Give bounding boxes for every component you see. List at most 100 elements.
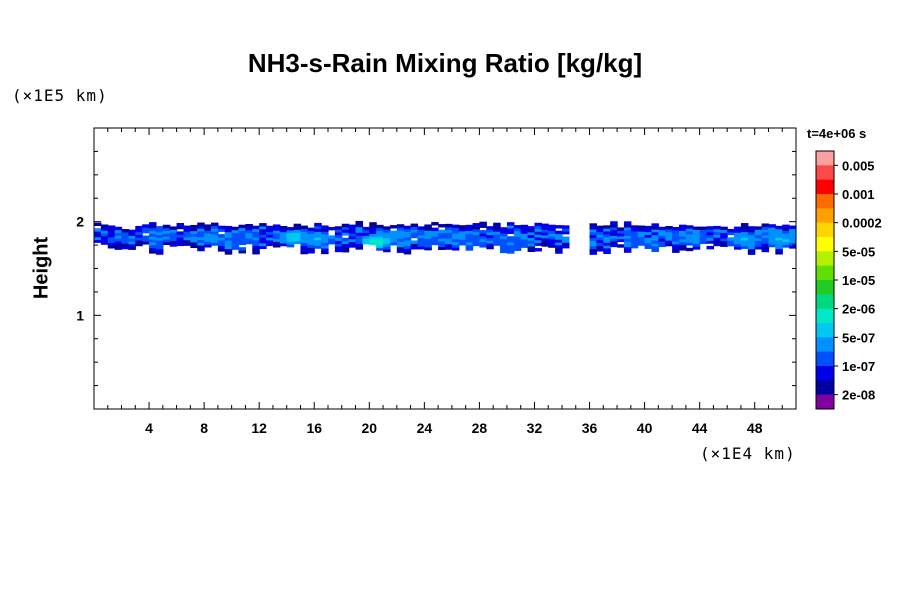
colorbar-label: 5e-05: [842, 244, 875, 259]
colorbar-label: 2e-06: [842, 302, 875, 317]
band-cell: [720, 226, 728, 231]
band-cell: [754, 240, 763, 244]
band-cell: [458, 228, 467, 232]
band-cell: [355, 237, 364, 242]
band-cell: [314, 228, 322, 232]
band-cell: [761, 231, 770, 236]
band-cell: [307, 247, 315, 251]
band-cell: [252, 239, 260, 244]
band-cell: [451, 238, 460, 243]
band-cell: [396, 238, 405, 242]
band-cell: [493, 233, 501, 238]
colorbar-swatch: [816, 265, 834, 281]
band-cell: [706, 240, 715, 244]
band-cell: [782, 224, 790, 229]
band-cell: [527, 245, 536, 250]
band-cell: [789, 231, 796, 235]
band-cell: [527, 242, 536, 247]
band-cell: [775, 234, 783, 238]
band-cell: [100, 232, 109, 237]
band-cell: [389, 239, 398, 243]
band-cell: [768, 229, 776, 234]
band-cell: [224, 245, 233, 250]
band-cell: [272, 224, 281, 228]
band-cell: [782, 238, 790, 243]
band-cell: [589, 242, 598, 247]
band-cell: [630, 244, 639, 249]
band-cell: [300, 242, 308, 246]
band-cell: [520, 227, 529, 232]
band-cell: [623, 232, 632, 236]
band-cell: [617, 244, 625, 248]
band-cell: [334, 240, 343, 244]
band-cell: [754, 243, 763, 247]
band-cell: [128, 235, 136, 239]
band-cell: [623, 238, 632, 242]
colorbar-label: 1e-05: [842, 273, 875, 288]
band-cell: [149, 236, 157, 240]
band-cell: [383, 246, 391, 250]
band-cell: [596, 245, 604, 249]
band-cell: [713, 225, 721, 230]
band-cell: [775, 228, 783, 233]
band-cell: [231, 243, 240, 248]
band-cell: [155, 234, 164, 238]
colorbar-swatch: [816, 380, 834, 396]
band-cell: [548, 227, 556, 231]
band-cell: [458, 225, 467, 229]
band-cell: [720, 229, 728, 233]
band-cell: [252, 245, 260, 249]
band-cell: [376, 233, 384, 237]
band-cell: [286, 238, 295, 242]
band-cell: [451, 247, 460, 251]
band-cell: [417, 237, 425, 241]
band-cell: [479, 235, 487, 240]
band-cell: [252, 236, 260, 241]
band-cell: [135, 239, 143, 244]
band-cell: [259, 242, 267, 247]
band-cell: [107, 231, 116, 235]
band-cell: [190, 244, 198, 249]
band-cell: [410, 240, 419, 244]
band-cell: [403, 251, 412, 255]
band-cell: [548, 230, 556, 234]
band-cell: [142, 241, 150, 245]
colorbar-label: 0.0002: [842, 216, 882, 231]
band-cell: [465, 247, 474, 251]
band-cell: [100, 227, 109, 231]
band-cell: [610, 221, 618, 225]
band-cell: [692, 226, 701, 230]
band-cell: [637, 228, 646, 232]
x-tick-label: 44: [692, 420, 708, 436]
band-cell: [348, 241, 357, 245]
band-cell: [348, 238, 357, 243]
band-cell: [706, 234, 715, 239]
band-cell: [183, 236, 191, 241]
band-cell: [259, 231, 267, 235]
band-cell: [596, 248, 604, 252]
band-cell: [410, 246, 419, 250]
band-cell: [555, 236, 563, 240]
band-cell: [279, 240, 288, 244]
band-cell: [334, 245, 343, 250]
band-cell: [541, 226, 549, 230]
band-cell: [217, 234, 226, 238]
band-cell: [355, 240, 364, 245]
band-cell: [114, 238, 123, 242]
band-cell: [740, 234, 749, 238]
band-cell: [534, 236, 542, 241]
band-cell: [272, 235, 281, 240]
band-cell: [383, 226, 391, 230]
band-cell: [727, 242, 735, 247]
band-cell: [190, 236, 198, 240]
band-cell: [486, 243, 494, 247]
band-cell: [135, 228, 143, 233]
band-cell: [238, 247, 247, 251]
band-cell: [658, 238, 666, 242]
band-cell: [534, 234, 542, 238]
band-cell: [692, 246, 701, 250]
band-cell: [740, 231, 749, 235]
band-cell: [761, 234, 770, 239]
band-cell: [293, 237, 302, 242]
band-cell: [424, 244, 432, 248]
